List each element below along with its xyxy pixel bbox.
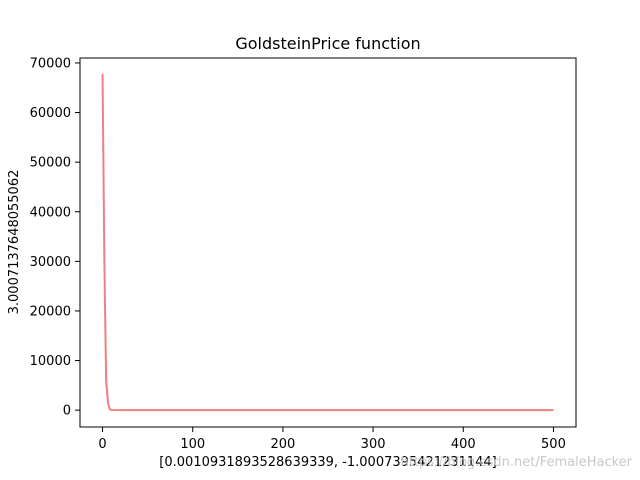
watermark: https://blog.csdn.net/FemaleHacker [401,455,633,470]
x-tick-label: 100 [180,437,205,452]
series-layer [101,73,554,412]
y-tick-label: 50000 [30,156,71,171]
series-line [101,73,554,412]
y-tick-label: 0 [63,404,71,419]
chart-title: GoldsteinPrice function [235,34,420,53]
y-tick-label: 40000 [30,205,71,220]
y-axis: 0 10000 20000 30000 40000 50000 60000 70000 [30,56,80,419]
x-tick-label: 500 [541,437,566,452]
x-tick-label: 300 [361,437,386,452]
x-tick-label: 400 [451,437,476,452]
x-tick-label: 0 [98,437,106,452]
y-tick-label: 70000 [30,56,71,71]
y-tick-label: 10000 [30,354,71,369]
y-tick-label: 20000 [30,304,71,319]
y-tick-label: 60000 [30,106,71,121]
y-tick-label: 30000 [30,255,71,270]
plot-area [79,57,577,428]
y-axis-label: 3.0007137648055062 [7,170,22,315]
x-axis-label: [0.0010931893528639339, -1.0007395421231… [159,455,496,470]
x-axis: 0 100 200 300 400 500 [98,427,566,452]
x-tick-label: 200 [270,437,295,452]
plot-frame [79,57,577,428]
